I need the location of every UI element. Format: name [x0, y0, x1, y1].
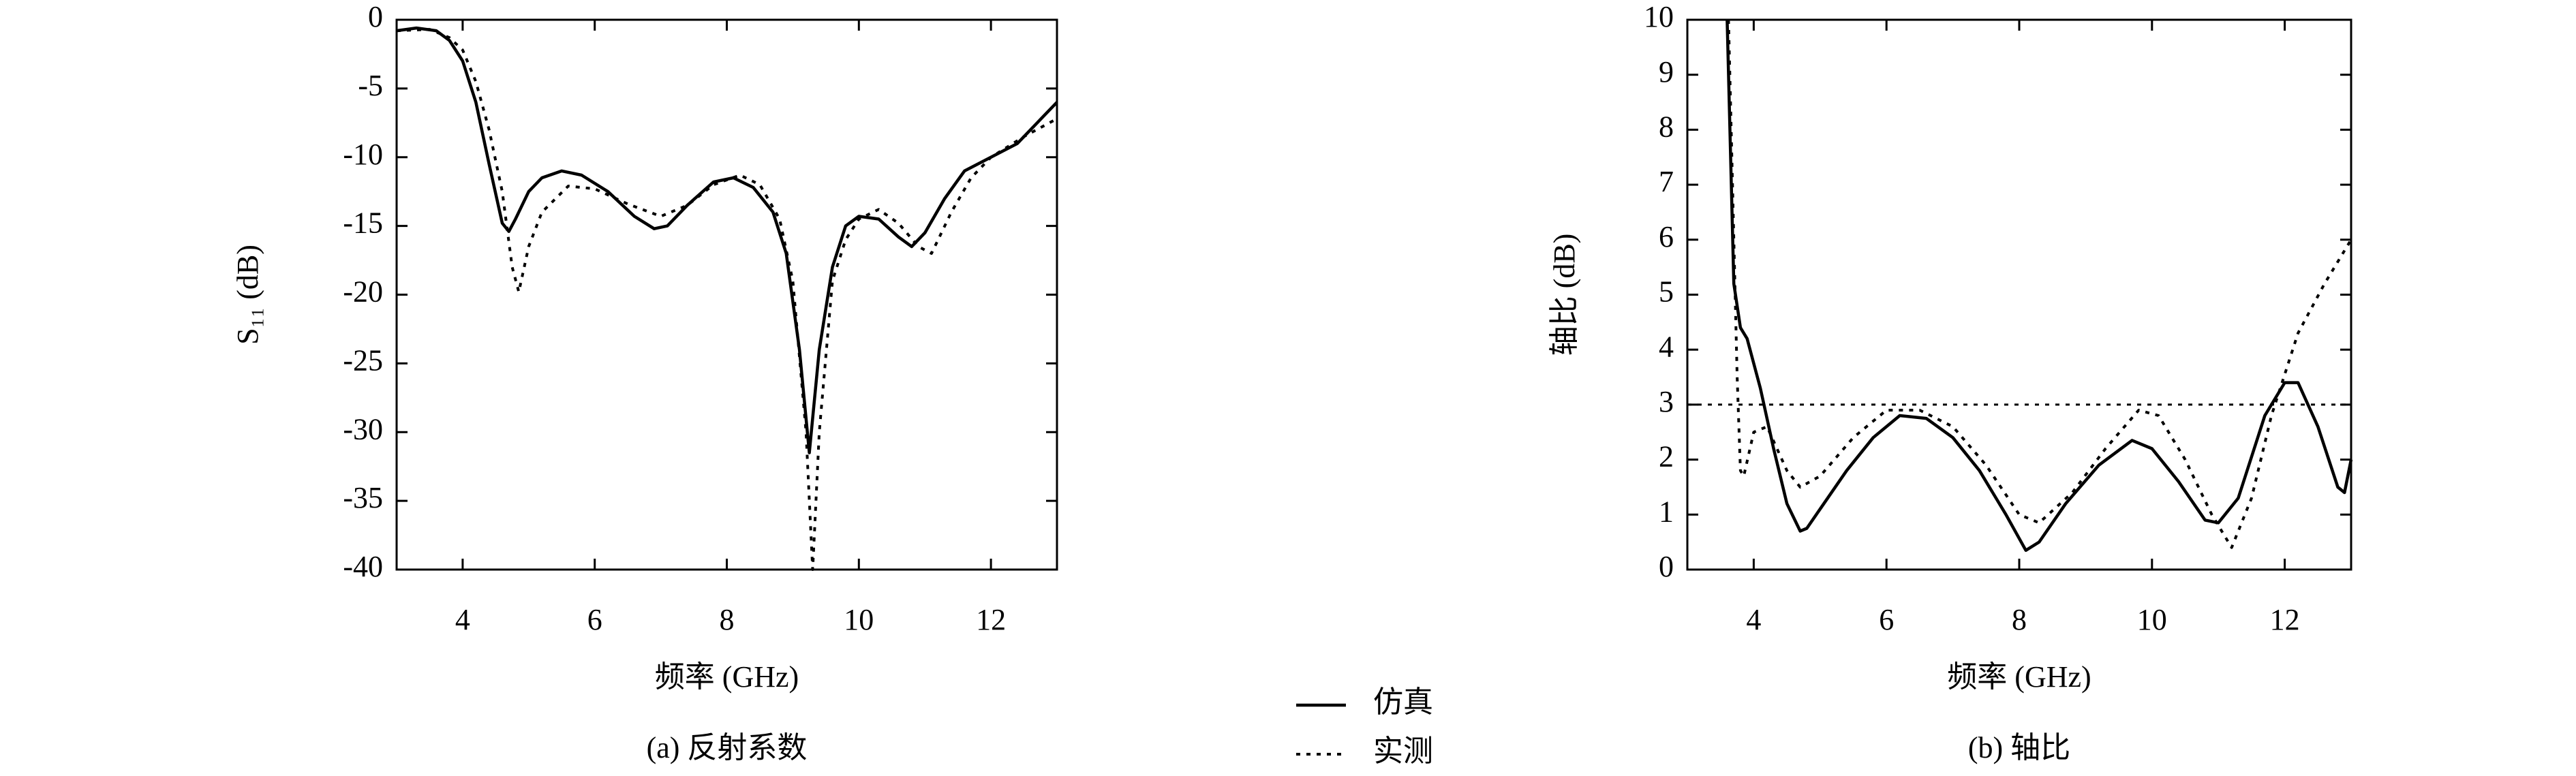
x-tick-label: 10 — [2137, 603, 2167, 636]
y-tick-label: 6 — [1659, 220, 1674, 253]
y-tick-label: -35 — [343, 481, 383, 514]
caption: (a) 反射系数 — [647, 731, 808, 764]
y-axis-label: S₁₁ (dB) — [231, 245, 264, 345]
y-tick-label: 0 — [368, 0, 383, 33]
plot-frame — [1686, 18, 2352, 571]
y-tick-label: 2 — [1659, 440, 1674, 474]
series-line — [396, 28, 1058, 571]
y-tick-label: -20 — [343, 275, 383, 309]
y-tick-label: -40 — [343, 550, 383, 583]
x-tick-label: 12 — [976, 603, 1006, 636]
x-tick-label: 12 — [2270, 603, 2300, 636]
x-axis-label: 频率 (GHz) — [655, 660, 799, 694]
x-tick-label: 10 — [844, 603, 874, 636]
y-tick-label: -25 — [343, 343, 383, 377]
y-tick-label: -30 — [343, 412, 383, 446]
y-tick-label: 8 — [1659, 110, 1674, 143]
y-tick-label: 5 — [1659, 275, 1674, 309]
y-axis-label: 轴比 (dB) — [1548, 234, 1581, 356]
y-tick-label: 4 — [1659, 330, 1674, 363]
y-tick-label: 0 — [1659, 550, 1674, 583]
caption: (b) 轴比 — [1968, 731, 2070, 764]
x-tick-label: 4 — [1746, 603, 1761, 636]
legend-label: 仿真 — [1373, 685, 1433, 719]
y-tick-label: 9 — [1659, 55, 1674, 89]
y-tick-label: 1 — [1659, 495, 1674, 528]
plot-frame — [395, 18, 1058, 571]
series-line — [396, 26, 1058, 454]
legend-label: 实测 — [1373, 734, 1433, 768]
y-tick-label: -10 — [343, 138, 383, 171]
y-tick-label: 3 — [1659, 385, 1674, 418]
x-tick-label: 6 — [587, 603, 602, 636]
x-tick-label: 6 — [1879, 603, 1894, 636]
x-tick-label: 4 — [455, 603, 470, 636]
y-tick-label: 7 — [1659, 165, 1674, 198]
x-axis-label: 频率 (GHz) — [1947, 660, 2091, 694]
y-tick-label: -15 — [343, 206, 383, 240]
x-tick-label: 8 — [720, 603, 735, 636]
x-tick-label: 8 — [2012, 603, 2027, 636]
series-line — [1727, 19, 2352, 549]
y-tick-label: -5 — [358, 69, 383, 102]
series-line — [1726, 19, 2353, 553]
y-tick-label: 10 — [1644, 0, 1674, 33]
